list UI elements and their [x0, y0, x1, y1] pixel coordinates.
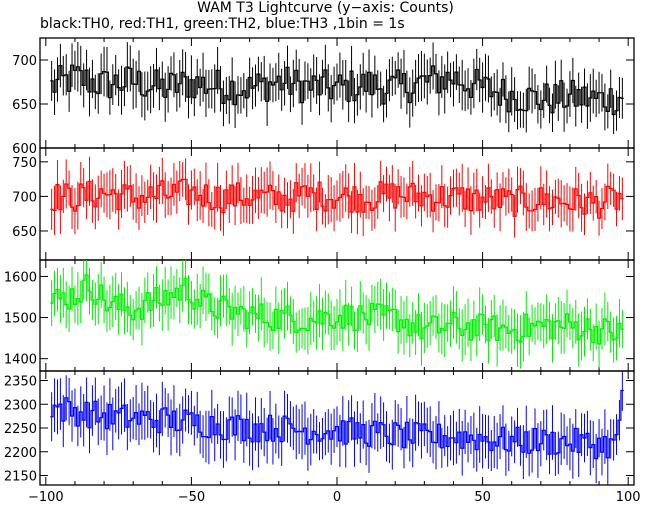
y-tick-label-TH3: 2150 [4, 470, 37, 485]
y-tick-label-TH3: 2250 [4, 422, 37, 437]
step-line-TH0 [50, 64, 624, 116]
y-tick-label-TH2: 1400 [4, 353, 37, 368]
y-tick-label-TH2: 1500 [4, 312, 37, 327]
y-tick-label-TH1: 700 [12, 190, 37, 205]
x-tick-label: 50 [474, 490, 491, 505]
y-tick-label-TH0: 700 [12, 54, 37, 69]
x-tick-label: 0 [333, 490, 341, 505]
y-tick-label-TH3: 2350 [4, 375, 37, 390]
step-line-TH1 [50, 178, 624, 219]
step-line-TH2 [50, 274, 624, 345]
step-line-TH3 [50, 389, 624, 460]
series-TH2 [50, 260, 624, 369]
x-tick-label: −50 [178, 490, 205, 505]
x-tick-label: 100 [616, 490, 641, 505]
y-tick-label-TH0: 650 [12, 98, 37, 113]
series-TH1 [50, 156, 624, 238]
y-tick-label-TH3: 2200 [4, 446, 37, 461]
y-tick-label-TH0: 600 [12, 142, 37, 157]
y-tick-label-TH2: 1600 [4, 270, 37, 285]
y-tick-label-TH1: 650 [12, 225, 37, 240]
x-tick-label: −100 [28, 490, 64, 505]
chart-title: WAM T3 Lightcurve (y−axis: Counts) [197, 0, 454, 16]
chart-subtitle: black:TH0, red:TH1, green:TH2, blue:TH3 … [40, 16, 405, 32]
series-TH0 [50, 41, 624, 135]
series-TH3 [50, 371, 624, 485]
y-tick-label-TH3: 2300 [4, 398, 37, 413]
y-tick-label-TH1: 750 [12, 156, 37, 171]
